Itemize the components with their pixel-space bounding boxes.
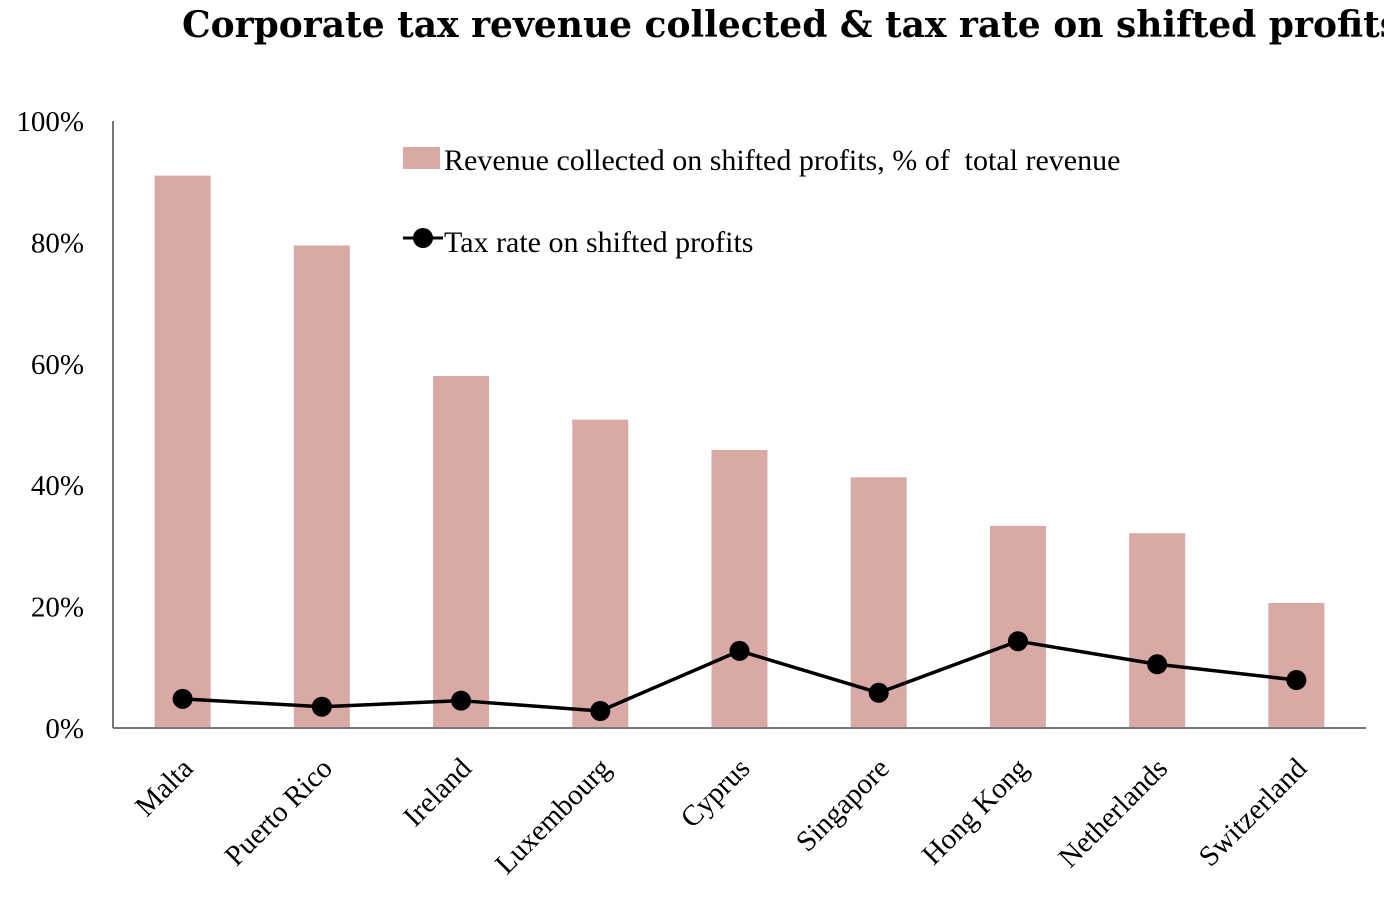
x-tick-label: Hong Kong xyxy=(916,752,1035,871)
y-tick-label: 100% xyxy=(16,106,84,138)
chart-title: Corporate tax revenue collected & tax ra… xyxy=(182,4,1384,46)
tax-rate-point xyxy=(590,701,611,722)
bar-series xyxy=(154,175,1325,728)
tax-rate-point xyxy=(311,696,332,717)
legend-label-revenue: Revenue collected on shifted profits, % … xyxy=(444,144,1120,177)
legend-marker-tax-rate xyxy=(413,228,433,248)
bar xyxy=(433,375,490,728)
line-series xyxy=(172,631,1307,722)
bar xyxy=(711,449,768,728)
bar xyxy=(293,245,350,728)
x-tick-label: Singapore xyxy=(790,752,896,858)
x-tick-label: Luxembourg xyxy=(489,752,617,880)
x-tick-label: Switzerland xyxy=(1193,752,1314,873)
tax-rate-point xyxy=(451,690,472,711)
x-tick-label: Cyprus xyxy=(675,752,757,834)
legend: Revenue collected on shifted profits, % … xyxy=(403,144,1120,259)
x-tick-label: Puerto Rico xyxy=(219,752,339,872)
tax-rate-point xyxy=(868,682,889,703)
tax-rate-point xyxy=(1286,670,1307,691)
bar xyxy=(572,419,629,728)
tax-rate-point xyxy=(172,688,193,709)
legend-label-tax-rate: Tax rate on shifted profits xyxy=(444,226,753,259)
y-tick-label: 80% xyxy=(31,227,84,259)
y-tick-label: 60% xyxy=(31,349,84,381)
x-tick-label: Malta xyxy=(129,752,200,823)
x-tick-labels: Malta Puerto Rico Ireland Luxembourg Cyprus S… xyxy=(129,752,1314,881)
bar xyxy=(1268,602,1325,728)
legend-swatch-revenue xyxy=(403,147,440,169)
bar xyxy=(989,525,1046,728)
bar xyxy=(1129,533,1186,728)
y-tick-label: 40% xyxy=(31,470,84,502)
tax-rate-point xyxy=(729,640,750,661)
bar xyxy=(154,175,211,728)
tax-rate-point xyxy=(1147,654,1168,675)
y-tick-labels: 0% 20% 40% 60% 80% 100% xyxy=(16,106,84,745)
x-tick-label: Netherlands xyxy=(1052,752,1174,874)
y-tick-label: 20% xyxy=(31,592,84,624)
y-tick-label: 0% xyxy=(45,713,84,745)
tax-rate-point xyxy=(1007,631,1028,652)
x-tick-label: Ireland xyxy=(397,752,478,833)
axes xyxy=(112,121,1366,729)
